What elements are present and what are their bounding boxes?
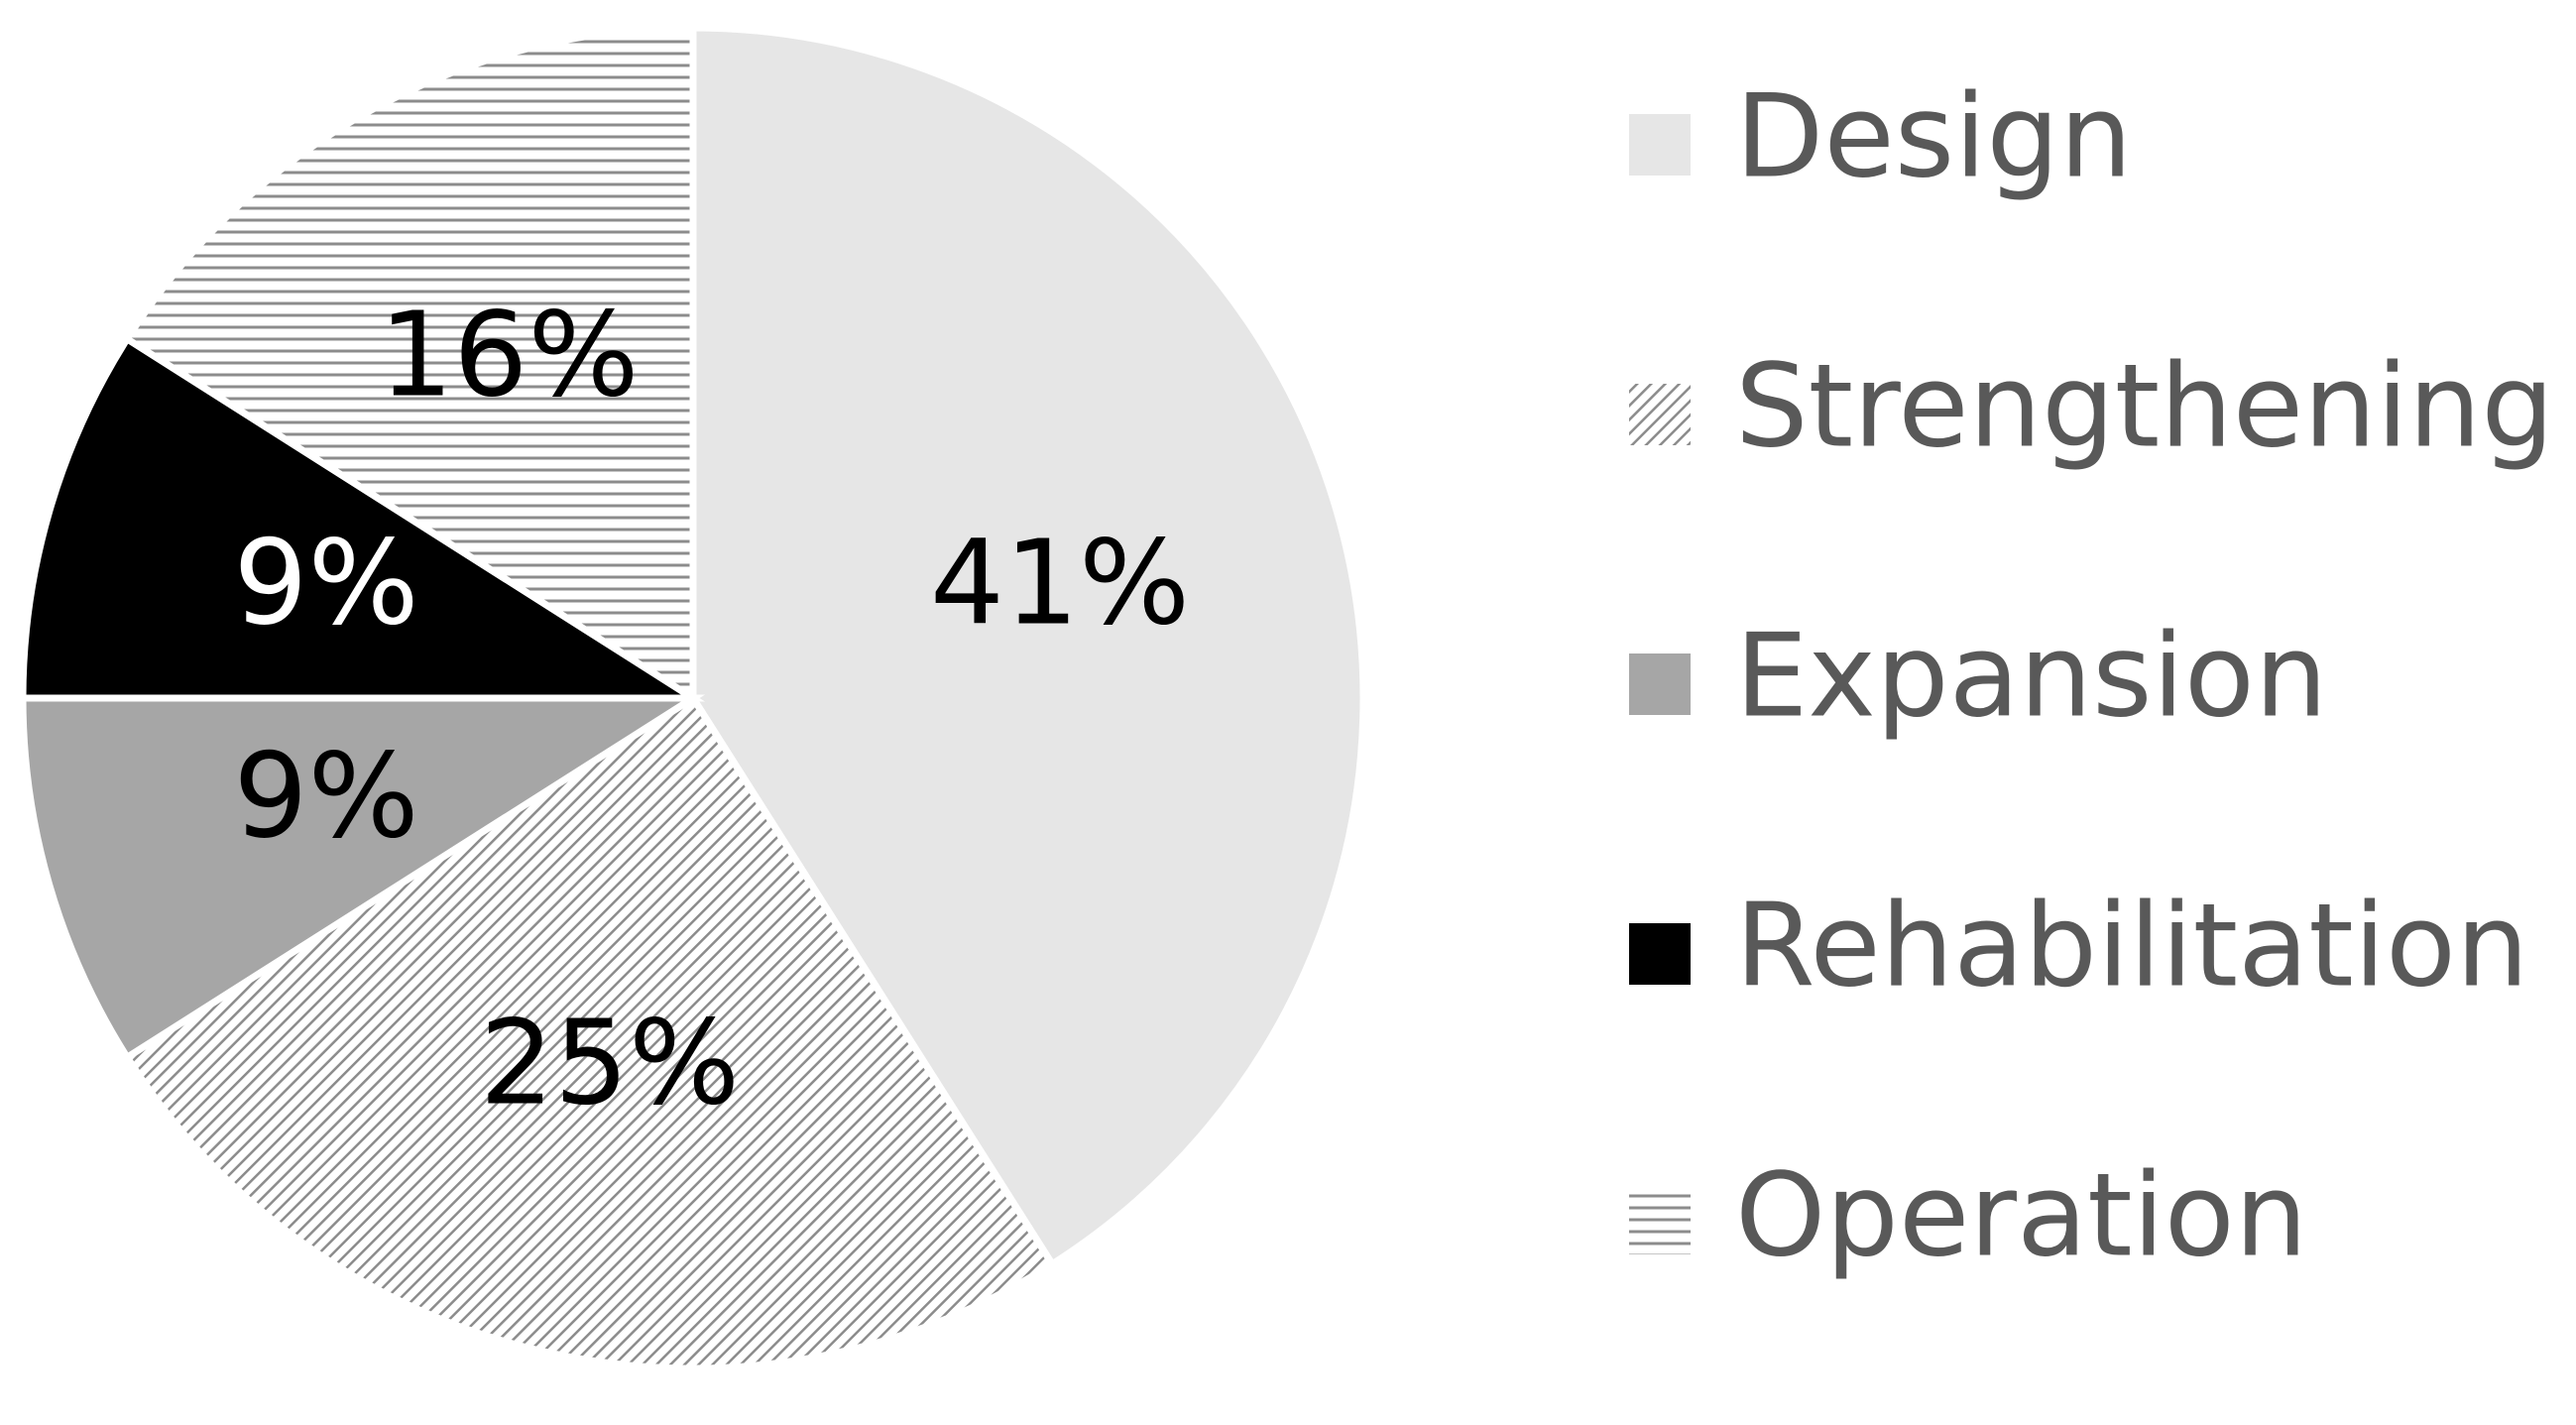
legend-label: Rehabilitation [1735, 880, 2528, 1013]
pie-slice [122, 24, 697, 705]
data-label: 9% [233, 515, 418, 652]
pie-slice [689, 24, 1367, 1269]
legend-swatch [1629, 384, 1691, 445]
legend-swatch [1629, 653, 1691, 715]
data-label: 25% [480, 994, 740, 1130]
legend-swatch [1629, 923, 1691, 985]
data-label: 41% [930, 515, 1190, 652]
pie-slice [19, 694, 706, 1063]
legend-swatch [1629, 1193, 1691, 1254]
legend-label: Expansion [1735, 610, 2327, 744]
pie-slice [19, 333, 706, 702]
legend-label: Operation [1735, 1149, 2307, 1283]
data-label: 9% [233, 728, 418, 865]
legend-label: Design [1735, 70, 2133, 204]
legend-swatch [1629, 114, 1691, 176]
pie-slice [122, 693, 1058, 1372]
data-label: 16% [379, 287, 639, 423]
legend-label: Strengthening [1735, 340, 2554, 474]
